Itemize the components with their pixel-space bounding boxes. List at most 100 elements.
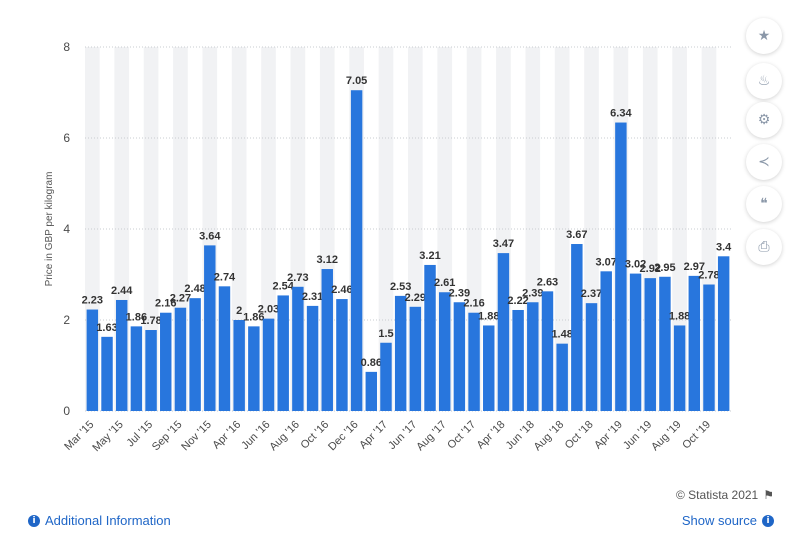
bar xyxy=(717,256,730,411)
bar-value-label: 3.12 xyxy=(317,254,338,266)
x-tick-label: Sep '15 xyxy=(150,419,185,454)
x-tick-label: Oct '17 xyxy=(445,419,478,452)
bar-value-label: 7.05 xyxy=(346,75,367,87)
bar xyxy=(438,292,451,411)
additional-information-link[interactable]: i Additional Information xyxy=(28,513,171,528)
x-tick-label: Apr '17 xyxy=(357,419,390,452)
bar-value-label: 2.23 xyxy=(82,295,103,307)
x-tick-label: Apr '19 xyxy=(592,419,625,452)
bar xyxy=(673,325,686,411)
bar xyxy=(115,299,128,411)
bar-value-label: 1.78 xyxy=(140,315,161,327)
print-icon[interactable]: ⎙ xyxy=(746,229,782,265)
gear-icon[interactable]: ⚙ xyxy=(746,102,782,138)
bar-value-label: 3.67 xyxy=(566,229,587,241)
x-tick-label: Aug '18 xyxy=(532,419,567,454)
bar xyxy=(262,318,275,411)
bar-value-label: 3.07 xyxy=(595,256,616,268)
bar-value-label: 2.46 xyxy=(331,284,352,296)
bar xyxy=(615,122,627,411)
info-icon: i xyxy=(762,514,774,527)
bar-value-label: 2.95 xyxy=(654,262,675,274)
quote-icon[interactable]: ❝ xyxy=(746,186,782,222)
bar-value-label: 1.86 xyxy=(126,311,147,323)
bar xyxy=(350,90,363,411)
bar-value-label: 2.39 xyxy=(522,287,543,299)
bar-value-label: 2.29 xyxy=(405,292,426,304)
bar xyxy=(189,298,201,411)
x-tick-label: Oct '16 xyxy=(298,419,331,452)
x-tick-label: Jun '19 xyxy=(621,419,654,452)
bar-value-label: 2.61 xyxy=(434,277,455,289)
bar-value-label: 2.92 xyxy=(640,263,661,275)
y-tick-label: 2 xyxy=(63,313,70,327)
bar xyxy=(365,371,378,411)
x-tick-label: Oct '18 xyxy=(563,419,596,452)
share-icon[interactable]: ≺ xyxy=(746,144,782,180)
bar-value-label: 1.5 xyxy=(378,328,393,340)
star-icon[interactable]: ★ xyxy=(746,18,782,54)
bar-value-label: 3.64 xyxy=(199,230,221,242)
show-source-label: Show source xyxy=(681,513,757,528)
bar-value-label: 3.21 xyxy=(419,250,440,262)
bar-value-label: 0.86 xyxy=(361,357,382,369)
bar-chart: 0 2 4 6 8 Price in GBP per kilogram 2.23 1.63 2.… xyxy=(44,40,732,454)
bar-value-label: 2.22 xyxy=(507,295,528,307)
bar-value-label: 2.44 xyxy=(111,285,133,297)
bar xyxy=(101,336,113,411)
x-tick-label: May '15 xyxy=(90,419,125,454)
bar xyxy=(659,276,671,411)
bar xyxy=(218,286,231,411)
bar-value-label: 2.48 xyxy=(184,283,205,295)
bar xyxy=(292,286,304,411)
y-tick-label: 0 xyxy=(63,404,70,418)
bar xyxy=(527,302,539,411)
bar-value-label: 2.97 xyxy=(684,261,705,273)
bar xyxy=(585,303,598,411)
bar-value-label: 2.16 xyxy=(463,298,484,310)
y-tick-label: 8 xyxy=(63,40,70,54)
bar-value-label: 2.31 xyxy=(302,291,323,303)
bar xyxy=(233,320,245,411)
x-tick-label: Apr '16 xyxy=(210,419,243,452)
bar xyxy=(688,275,701,411)
bar xyxy=(321,269,333,411)
x-tick-label: Jun '16 xyxy=(239,419,272,452)
bar-value-label: 3.02 xyxy=(625,259,646,271)
bar xyxy=(306,305,319,411)
bar xyxy=(380,342,392,411)
x-tick-label: Jun '17 xyxy=(386,419,419,452)
bar xyxy=(541,291,554,411)
bar-value-label: 2.63 xyxy=(537,276,558,288)
bar-value-label: 3.4 xyxy=(716,241,732,253)
bar-value-label: 2.53 xyxy=(390,281,411,293)
bar xyxy=(394,295,407,411)
bar-value-label: 1.88 xyxy=(669,310,690,322)
bar xyxy=(424,264,436,411)
show-source-link[interactable]: Show source i xyxy=(682,513,774,528)
bar xyxy=(409,306,422,411)
bar-value-label: 1.86 xyxy=(243,311,264,323)
bar xyxy=(468,312,480,411)
bar xyxy=(145,330,157,411)
bar xyxy=(204,245,216,411)
bar xyxy=(174,307,187,411)
bar-value-label: 3.47 xyxy=(493,238,514,250)
statista-credit[interactable]: © Statista 2021 ⚑ xyxy=(676,488,774,502)
bar-value-label: 2.39 xyxy=(449,287,470,299)
bar xyxy=(483,325,495,411)
credit-text: © Statista 2021 xyxy=(676,488,759,502)
bar xyxy=(512,309,524,411)
bar-value-label: 2.03 xyxy=(258,304,279,316)
x-tick-label: Jun '18 xyxy=(504,419,537,452)
x-tick-label: Aug '17 xyxy=(414,419,449,454)
bar-value-label: 2.37 xyxy=(581,288,602,300)
bar-value-label: 2.78 xyxy=(698,270,719,282)
x-tick-label: Apr '18 xyxy=(475,419,508,452)
bar-value-label: 2.16 xyxy=(155,298,176,310)
bell-icon[interactable]: ♨ xyxy=(746,63,782,99)
bar xyxy=(556,343,568,411)
bar-value-label: 2.54 xyxy=(272,280,294,292)
bar xyxy=(571,244,583,411)
bar xyxy=(453,302,466,411)
